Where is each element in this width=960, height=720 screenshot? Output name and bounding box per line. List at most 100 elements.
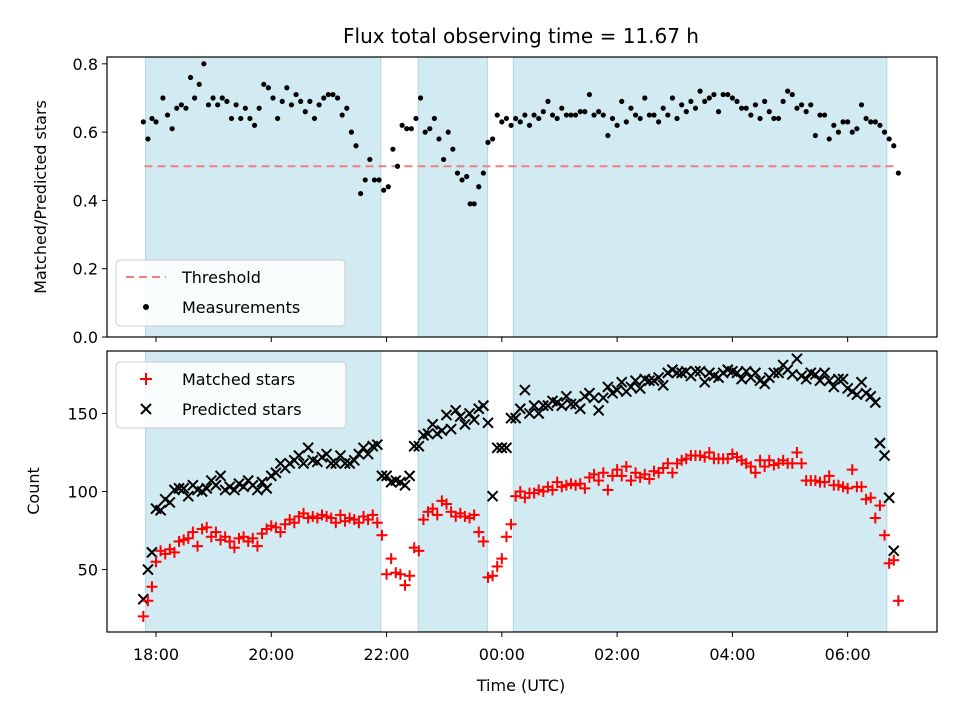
matched-point: [417, 514, 429, 526]
measurement-point: [476, 184, 482, 190]
predicted-stroke: [339, 457, 351, 470]
predicted-stroke: [413, 440, 425, 452]
matched-point: [602, 484, 614, 496]
top-legend: Threshold Measurements: [115, 259, 346, 327]
measurement-point: [803, 109, 809, 115]
bottom-legend-box: [115, 361, 347, 429]
legend-measurement-swatch: [143, 304, 149, 310]
predicted-stroke: [260, 482, 273, 495]
predicted-stroke: [689, 365, 702, 378]
predicted-stroke: [463, 407, 476, 420]
measurement-point: [362, 177, 368, 183]
predicted-stroke: [560, 390, 573, 402]
measurement-point: [729, 95, 735, 101]
bottom-panel: 50 100 150 18:00 20:00 22:00 00:00 02:00 04:00 06…: [24, 350, 938, 695]
measurement-point: [711, 91, 717, 98]
predicted-point: [809, 368, 822, 381]
measurement-point: [399, 122, 405, 128]
measurement-point: [348, 129, 354, 135]
measurement-point: [431, 115, 437, 122]
predicted-stroke: [505, 412, 517, 424]
predicted-stroke: [154, 504, 167, 516]
predicted-stroke: [666, 364, 679, 376]
xtick-label: 00:00: [479, 645, 525, 664]
measurement-point: [288, 102, 295, 108]
predicted-point: [888, 545, 900, 557]
predicted-stroke: [643, 374, 656, 387]
measurement-point: [609, 115, 616, 122]
top-axes-frame: [106, 56, 938, 338]
measurement-point: [187, 74, 194, 81]
predicted-stroke: [722, 364, 734, 376]
measurement-point: [192, 95, 198, 101]
measurement-point: [265, 85, 271, 91]
predicted-stroke: [454, 410, 467, 423]
predicted-point: [611, 384, 623, 396]
matched-point: [168, 546, 180, 558]
measurement-point: [247, 115, 253, 122]
predicted-stroke: [514, 403, 526, 415]
matched-point: [666, 467, 678, 479]
predicted-stroke: [403, 470, 416, 482]
predicted-stroke: [293, 449, 305, 462]
matched-point: [468, 509, 480, 521]
predicted-point: [814, 374, 826, 387]
predicted-stroke: [865, 390, 877, 402]
matched-point: [662, 457, 674, 469]
legend-measurement-label: Measurements: [182, 298, 300, 317]
measurement-point: [536, 115, 542, 122]
predicted-point: [869, 396, 882, 409]
predicted-point: [486, 490, 499, 502]
predicted-stroke: [468, 413, 480, 426]
predicted-stroke: [182, 490, 194, 502]
predicted-stroke: [422, 428, 434, 440]
matched-point: [846, 464, 858, 476]
measurement-point: [531, 112, 537, 118]
predicted-point: [293, 449, 305, 462]
predicted-point: [758, 378, 771, 390]
measurement-point: [480, 170, 486, 176]
matched-point: [353, 517, 365, 529]
top-ytick-label: 0.6: [73, 123, 98, 142]
measurement-point: [877, 122, 883, 128]
measurement-point: [210, 95, 216, 101]
predicted-stroke: [634, 382, 646, 395]
predicted-stroke: [177, 482, 190, 495]
matched-point: [597, 467, 609, 479]
measurement-point: [720, 91, 726, 98]
measurement-point: [228, 115, 235, 122]
predicted-point: [878, 449, 891, 462]
measurement-point: [164, 112, 171, 118]
top-shade-1: [417, 56, 488, 338]
measurement-point: [563, 112, 569, 118]
measurement-point: [697, 88, 703, 94]
measurement-point: [436, 136, 442, 142]
measurement-point: [413, 115, 419, 122]
predicted-stroke: [237, 481, 250, 493]
predicted-point: [597, 392, 609, 404]
matched-point: [330, 517, 342, 529]
predicted-stroke: [818, 367, 831, 379]
measurement-point: [490, 136, 496, 142]
predicted-point: [689, 365, 702, 378]
predicted-point: [800, 373, 812, 385]
predicted-stroke: [486, 490, 499, 502]
measurement-point: [577, 109, 583, 115]
predicted-stroke: [482, 417, 494, 429]
measurement-point: [831, 122, 837, 128]
predicted-point: [445, 423, 457, 435]
measurement-point: [702, 98, 708, 104]
predicted-stroke: [888, 545, 900, 557]
predicted-point: [731, 367, 743, 379]
predicted-point: [652, 371, 665, 384]
matched-point: [749, 467, 761, 479]
measurement-point: [881, 129, 888, 135]
measurement-point: [471, 201, 477, 207]
measurement-point: [683, 109, 689, 115]
predicted-point: [828, 381, 840, 393]
measurement-point: [748, 112, 754, 118]
predicted-stroke: [855, 376, 868, 388]
measurement-point: [669, 95, 676, 101]
measurement-point: [840, 119, 846, 125]
